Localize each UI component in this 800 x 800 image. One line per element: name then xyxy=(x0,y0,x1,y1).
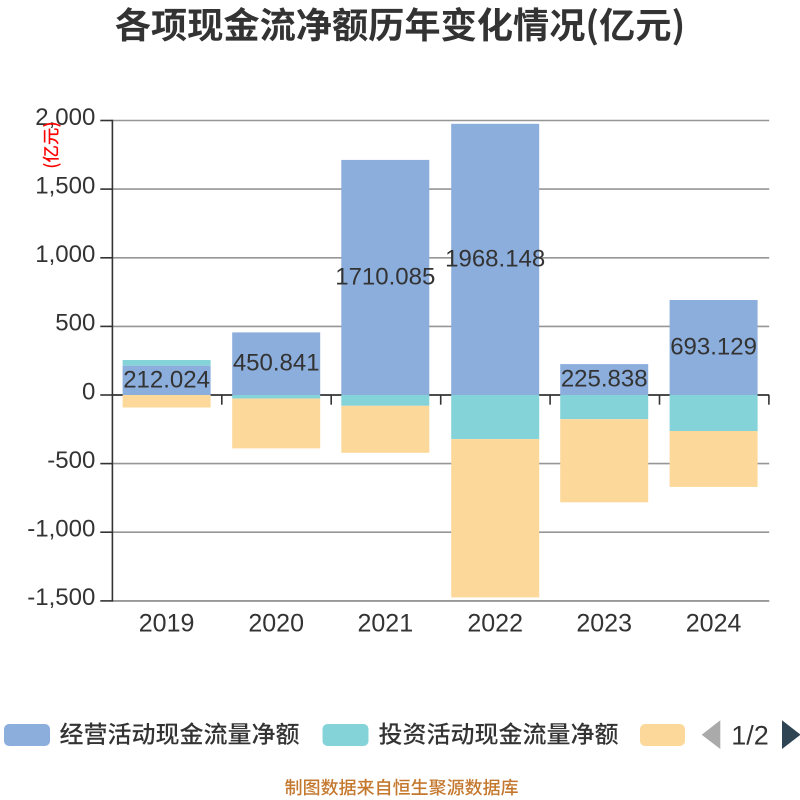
svg-text:2022: 2022 xyxy=(467,610,523,638)
svg-text:1,500: 1,500 xyxy=(35,172,95,199)
svg-text:500: 500 xyxy=(55,310,95,337)
svg-text:-500: -500 xyxy=(47,447,95,474)
svg-text:2020: 2020 xyxy=(248,610,304,638)
svg-text:0: 0 xyxy=(82,378,95,405)
svg-text:2019: 2019 xyxy=(139,610,195,638)
svg-text:2021: 2021 xyxy=(357,610,413,638)
svg-text:2,000: 2,000 xyxy=(35,104,95,131)
svg-text:2023: 2023 xyxy=(576,610,632,638)
svg-text:1/2: 1/2 xyxy=(731,721,769,751)
svg-text:212.024: 212.024 xyxy=(123,366,210,393)
svg-text:-1,500: -1,500 xyxy=(27,584,95,611)
svg-text:693.129: 693.129 xyxy=(670,334,757,361)
svg-text:450.841: 450.841 xyxy=(233,350,320,377)
svg-text:1710.085: 1710.085 xyxy=(335,263,435,290)
svg-text:225.838: 225.838 xyxy=(561,366,648,393)
svg-text:1,000: 1,000 xyxy=(35,241,95,268)
svg-text:2024: 2024 xyxy=(686,610,742,638)
svg-text:1968.148: 1968.148 xyxy=(445,245,545,272)
svg-text:-1,000: -1,000 xyxy=(27,516,95,543)
